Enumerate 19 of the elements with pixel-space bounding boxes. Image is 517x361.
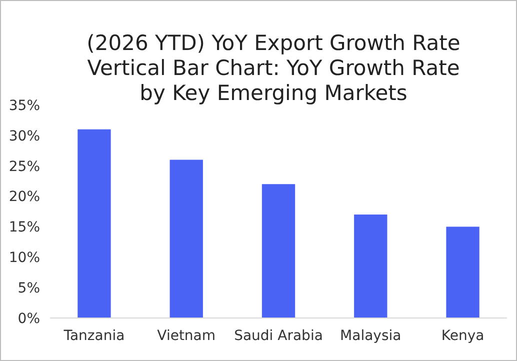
x-tick-label: Saudi Arabia: [234, 328, 323, 344]
x-tick-label: Malaysia: [340, 328, 402, 344]
y-tick-label: 30%: [8, 128, 40, 144]
bar: [78, 129, 111, 318]
y-tick-label: 5%: [18, 280, 40, 296]
y-tick-label: 20%: [8, 189, 40, 206]
bar: [354, 214, 388, 318]
x-tick-label: Tanzania: [62, 328, 125, 344]
chart-title: (2026 YTD) YoY Export Growth Rate Vertical Bar Chart: YoY Growth Rate by Key Emerging Markets: [86, 31, 460, 105]
y-tick-label: 25%: [8, 158, 40, 175]
bar: [262, 184, 296, 318]
bar: [446, 226, 480, 318]
y-tick-label: 10%: [8, 250, 40, 266]
bar: [170, 160, 203, 318]
y-tick-label: 0%: [18, 310, 40, 327]
y-tick-label: 35%: [8, 98, 40, 114]
y-tick-label: 15%: [8, 220, 40, 236]
x-tick-label: Kenya: [441, 328, 484, 344]
x-tick-label: Vietnam: [157, 328, 216, 344]
